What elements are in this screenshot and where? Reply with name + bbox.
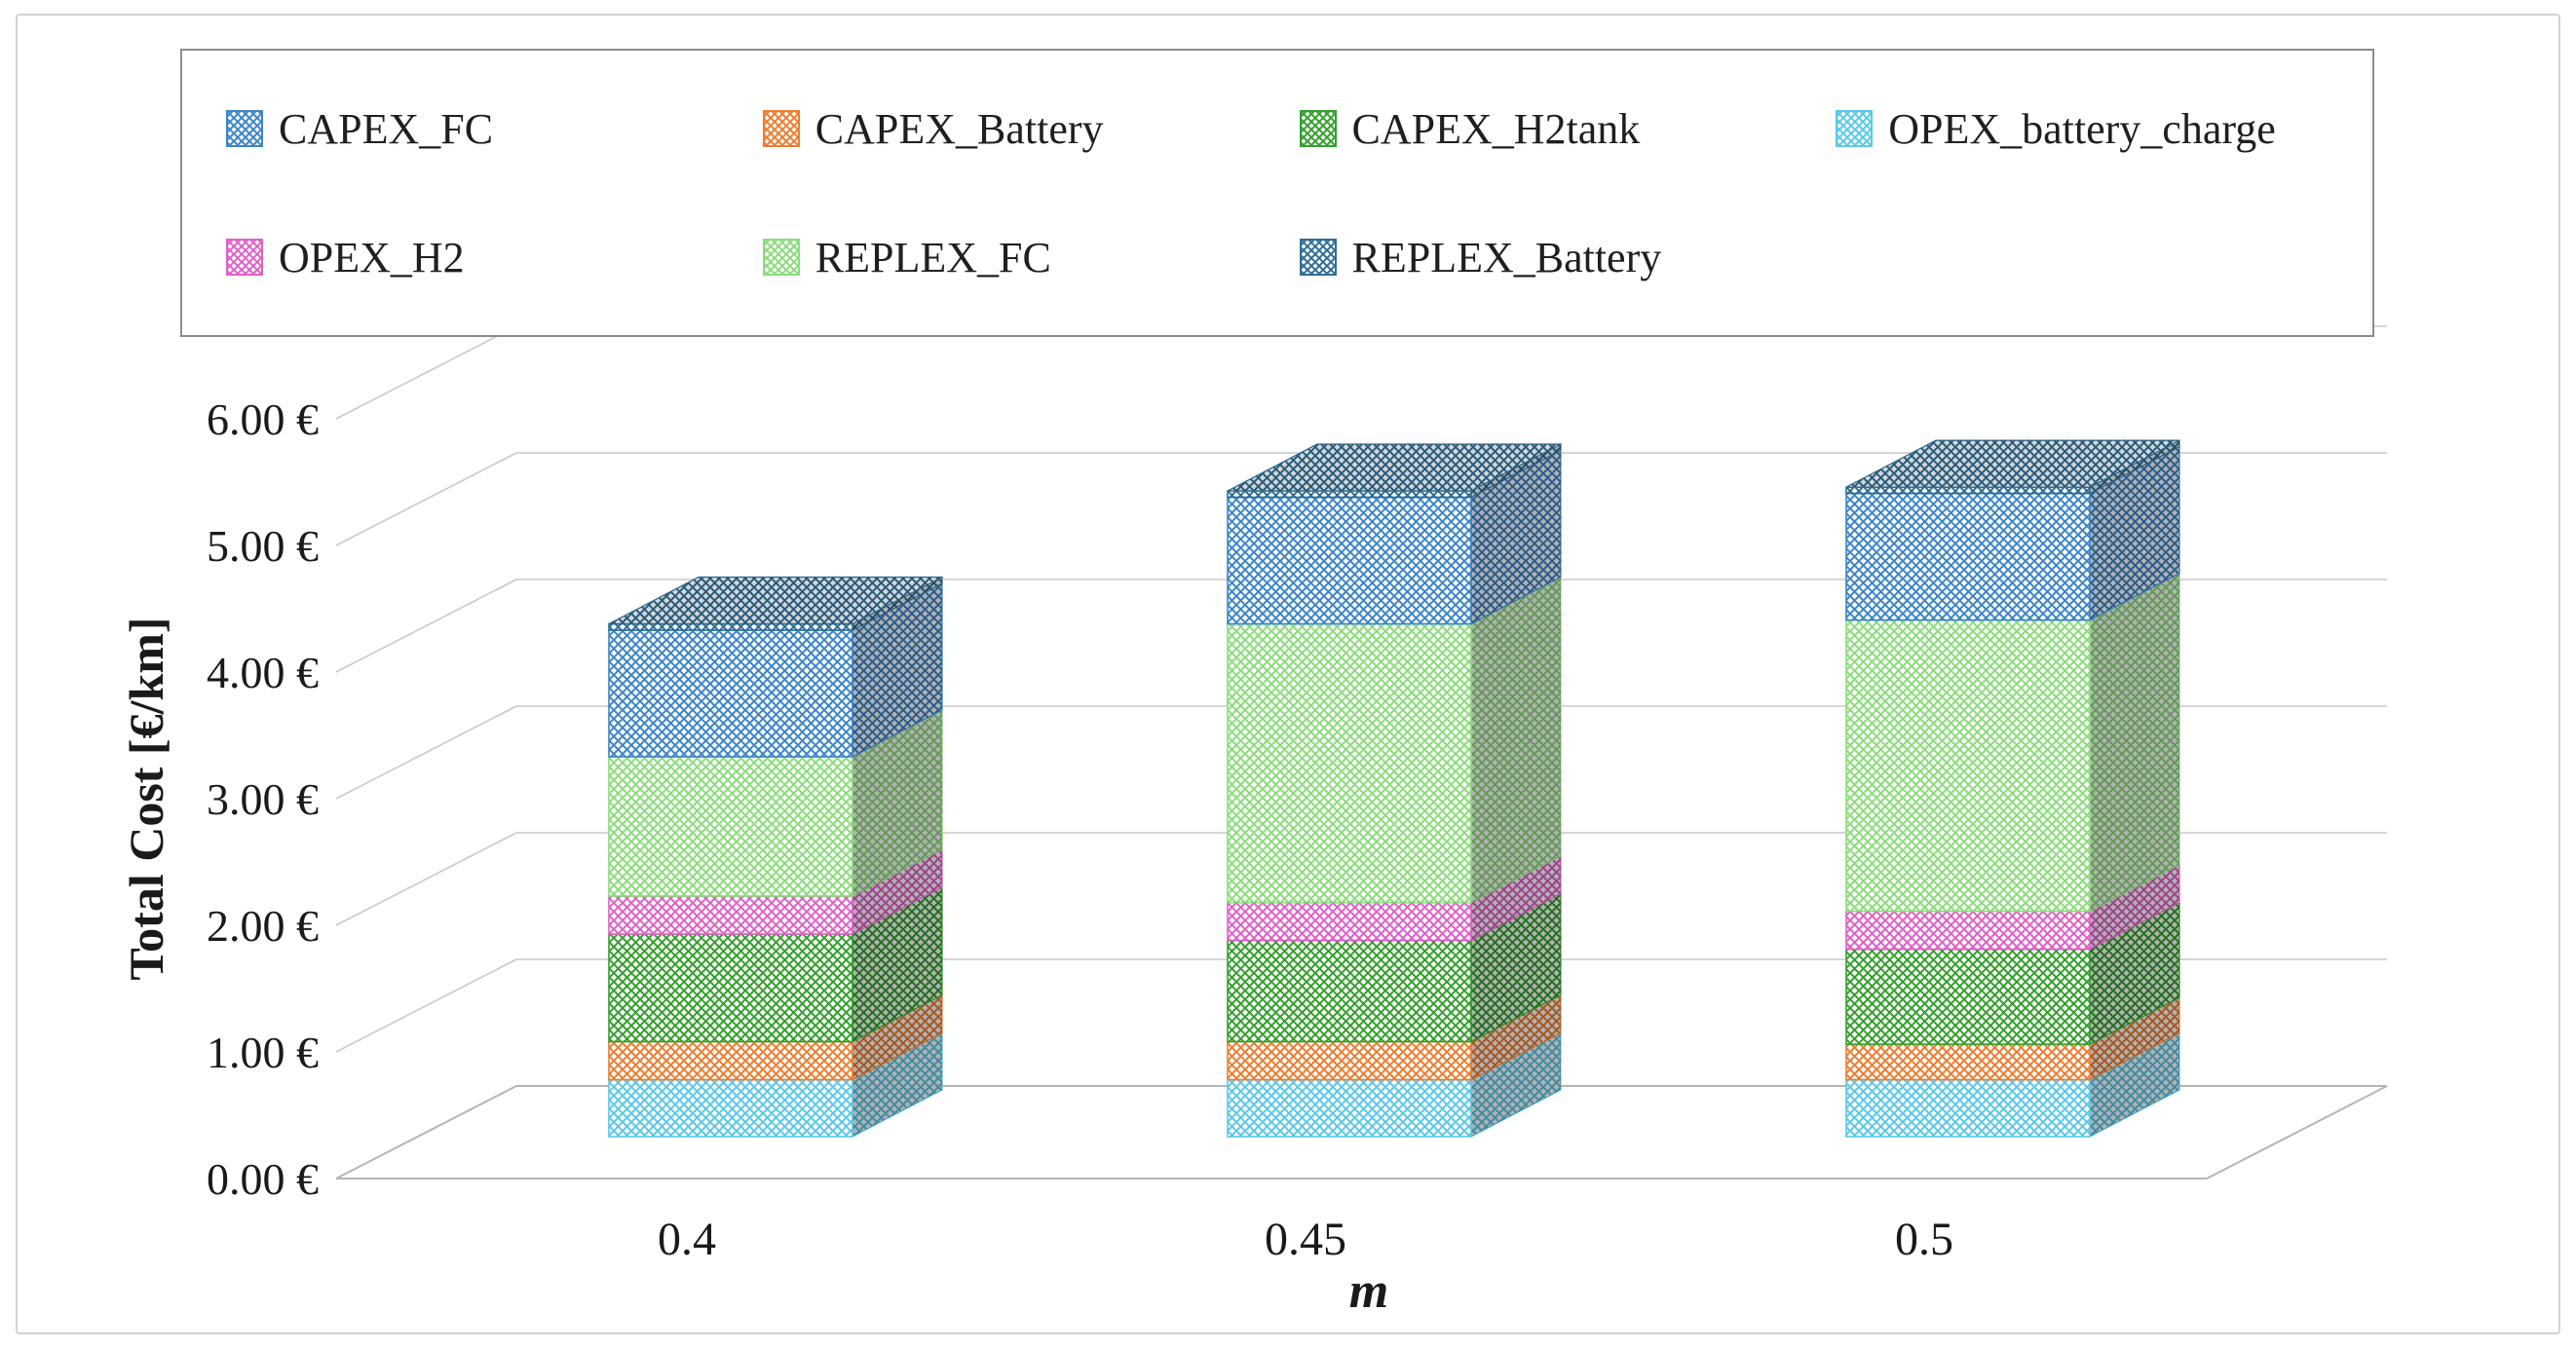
segment-CAPEX_Battery <box>1227 1040 1472 1081</box>
bar-top-shade <box>609 577 942 624</box>
legend-swatch-CAPEX_FC <box>226 110 263 147</box>
legend-swatch-OPEX_battery_charge <box>1836 110 1874 147</box>
legend-swatch-CAPEX_H2tank <box>1299 110 1337 147</box>
segment-side-shade <box>2090 446 2179 620</box>
segment-side-shade <box>1471 1032 1561 1137</box>
segment-OPEX_H2 <box>1845 910 2091 951</box>
segment-CAPEX_H2tank <box>1227 939 1472 1043</box>
y-tick-label: 4.00 € <box>207 648 319 697</box>
segment-side-shade <box>852 577 942 630</box>
segment-OPEX_battery_charge <box>1227 1078 1472 1138</box>
y-tick-label: 3.00 € <box>207 774 319 824</box>
y-axis-title: Total Cost [€/km] <box>119 617 173 981</box>
legend-item-OPEX_battery_charge: OPEX_battery_charge <box>1836 104 2372 154</box>
gridline-connector <box>335 325 517 420</box>
segment-REPLEX_FC <box>1845 618 2091 913</box>
gridline-connector <box>335 705 517 800</box>
segment-side-shade <box>1471 577 1561 903</box>
legend-item-CAPEX_H2tank: CAPEX_H2tank <box>1299 104 1837 154</box>
x-tick-label: 0.5 <box>1895 1214 1953 1265</box>
segment-OPEX_battery_charge <box>608 1078 853 1138</box>
x-axis-title: m <box>1348 1263 1389 1319</box>
segment-CAPEX_H2tank <box>608 933 853 1043</box>
segment-OPEX_H2 <box>608 895 853 935</box>
y-tick-label: 0.00 € <box>207 1154 319 1204</box>
segment-CAPEX_FC <box>1227 496 1472 625</box>
legend-swatch-REPLEX_FC <box>762 239 800 276</box>
segment-side-shade <box>2090 997 2179 1080</box>
segment-REPLEX_Battery <box>1845 486 2091 495</box>
segment-OPEX_battery_charge <box>1845 1078 2091 1138</box>
segment-side-shade <box>852 583 942 757</box>
legend-label-OPEX_H2: OPEX_H2 <box>279 233 465 281</box>
segment-CAPEX_FC <box>608 629 853 758</box>
gridline-connector <box>335 579 517 673</box>
legend-item-CAPEX_Battery: CAPEX_Battery <box>762 104 1300 154</box>
legend-label-OPEX_battery_charge: OPEX_battery_charge <box>1888 104 2276 153</box>
bar-0.4 <box>608 576 943 1138</box>
bar-top-face <box>1227 443 1562 492</box>
y-tick-label: 2.00 € <box>207 901 319 951</box>
bar-0.45 <box>1227 443 1562 1138</box>
legend-label-CAPEX_H2tank: CAPEX_H2tank <box>1351 104 1641 153</box>
segment-REPLEX_FC <box>1227 622 1472 904</box>
segment-side-shade <box>852 887 942 1042</box>
segment-side-shade <box>2090 573 2179 912</box>
segment-CAPEX_FC <box>1845 492 2091 621</box>
y-tick-label: 6.00 € <box>207 394 319 444</box>
legend-swatch-CAPEX_Battery <box>762 110 800 147</box>
segment-side-shade <box>852 1032 942 1137</box>
x-tick-label: 0.4 <box>658 1214 716 1265</box>
bar-0.5 <box>1845 439 2180 1138</box>
legend-item-OPEX_H2: OPEX_H2 <box>226 233 763 282</box>
floor-outline <box>335 1085 2388 1180</box>
x-tick-label: 0.45 <box>1265 1214 1346 1265</box>
segment-side-shade <box>1471 893 1561 1042</box>
legend-label-REPLEX_FC: REPLEX_FC <box>814 233 1051 281</box>
segment-side-shade <box>1471 994 1561 1080</box>
segment-side-shade <box>1471 855 1561 941</box>
segment-side-shade <box>2090 1032 2179 1137</box>
bar-top-face <box>608 576 943 625</box>
chart-legend: CAPEX_FC CAPEX_Battery CAPEX_H2tank OPEX_ba… <box>180 49 2374 337</box>
gridline-connector <box>335 958 517 1053</box>
bar-top-shade <box>1846 440 2179 488</box>
segment-REPLEX_Battery <box>608 622 853 631</box>
segment-side-shade <box>852 849 942 934</box>
legend-item-CAPEX_FC: CAPEX_FC <box>226 104 763 154</box>
gridline-connector <box>335 832 517 926</box>
legend-label-CAPEX_Battery: CAPEX_Battery <box>814 104 1104 153</box>
segment-side-shade <box>1471 450 1561 624</box>
y-tick-label: 5.00 € <box>207 521 319 571</box>
bar-top-shade <box>1228 444 1561 491</box>
gridline-connector <box>335 452 517 546</box>
legend-label-REPLEX_Battery: REPLEX_Battery <box>1351 233 1662 281</box>
segment-side-shade <box>2090 440 2179 494</box>
segment-REPLEX_FC <box>608 756 853 897</box>
legend-item-REPLEX_Battery: REPLEX_Battery <box>1299 233 1837 282</box>
segment-side-shade <box>2090 864 2179 950</box>
segment-side-shade <box>1471 444 1561 498</box>
segment-side-shade <box>852 994 942 1080</box>
segment-CAPEX_Battery <box>1845 1043 2091 1081</box>
segment-side-shade <box>852 710 942 896</box>
legend-label-CAPEX_FC: CAPEX_FC <box>279 104 494 153</box>
segment-CAPEX_H2tank <box>1845 948 2091 1045</box>
segment-OPEX_H2 <box>1227 901 1472 942</box>
legend-swatch-OPEX_H2 <box>226 239 263 276</box>
legend-swatch-REPLEX_Battery <box>1299 239 1337 276</box>
bar-top-face <box>1845 439 2180 488</box>
segment-CAPEX_Battery <box>608 1040 853 1081</box>
y-tick-label: 1.00 € <box>207 1028 319 1077</box>
segment-REPLEX_Battery <box>1227 490 1472 499</box>
legend-item-REPLEX_FC: REPLEX_FC <box>762 233 1300 282</box>
